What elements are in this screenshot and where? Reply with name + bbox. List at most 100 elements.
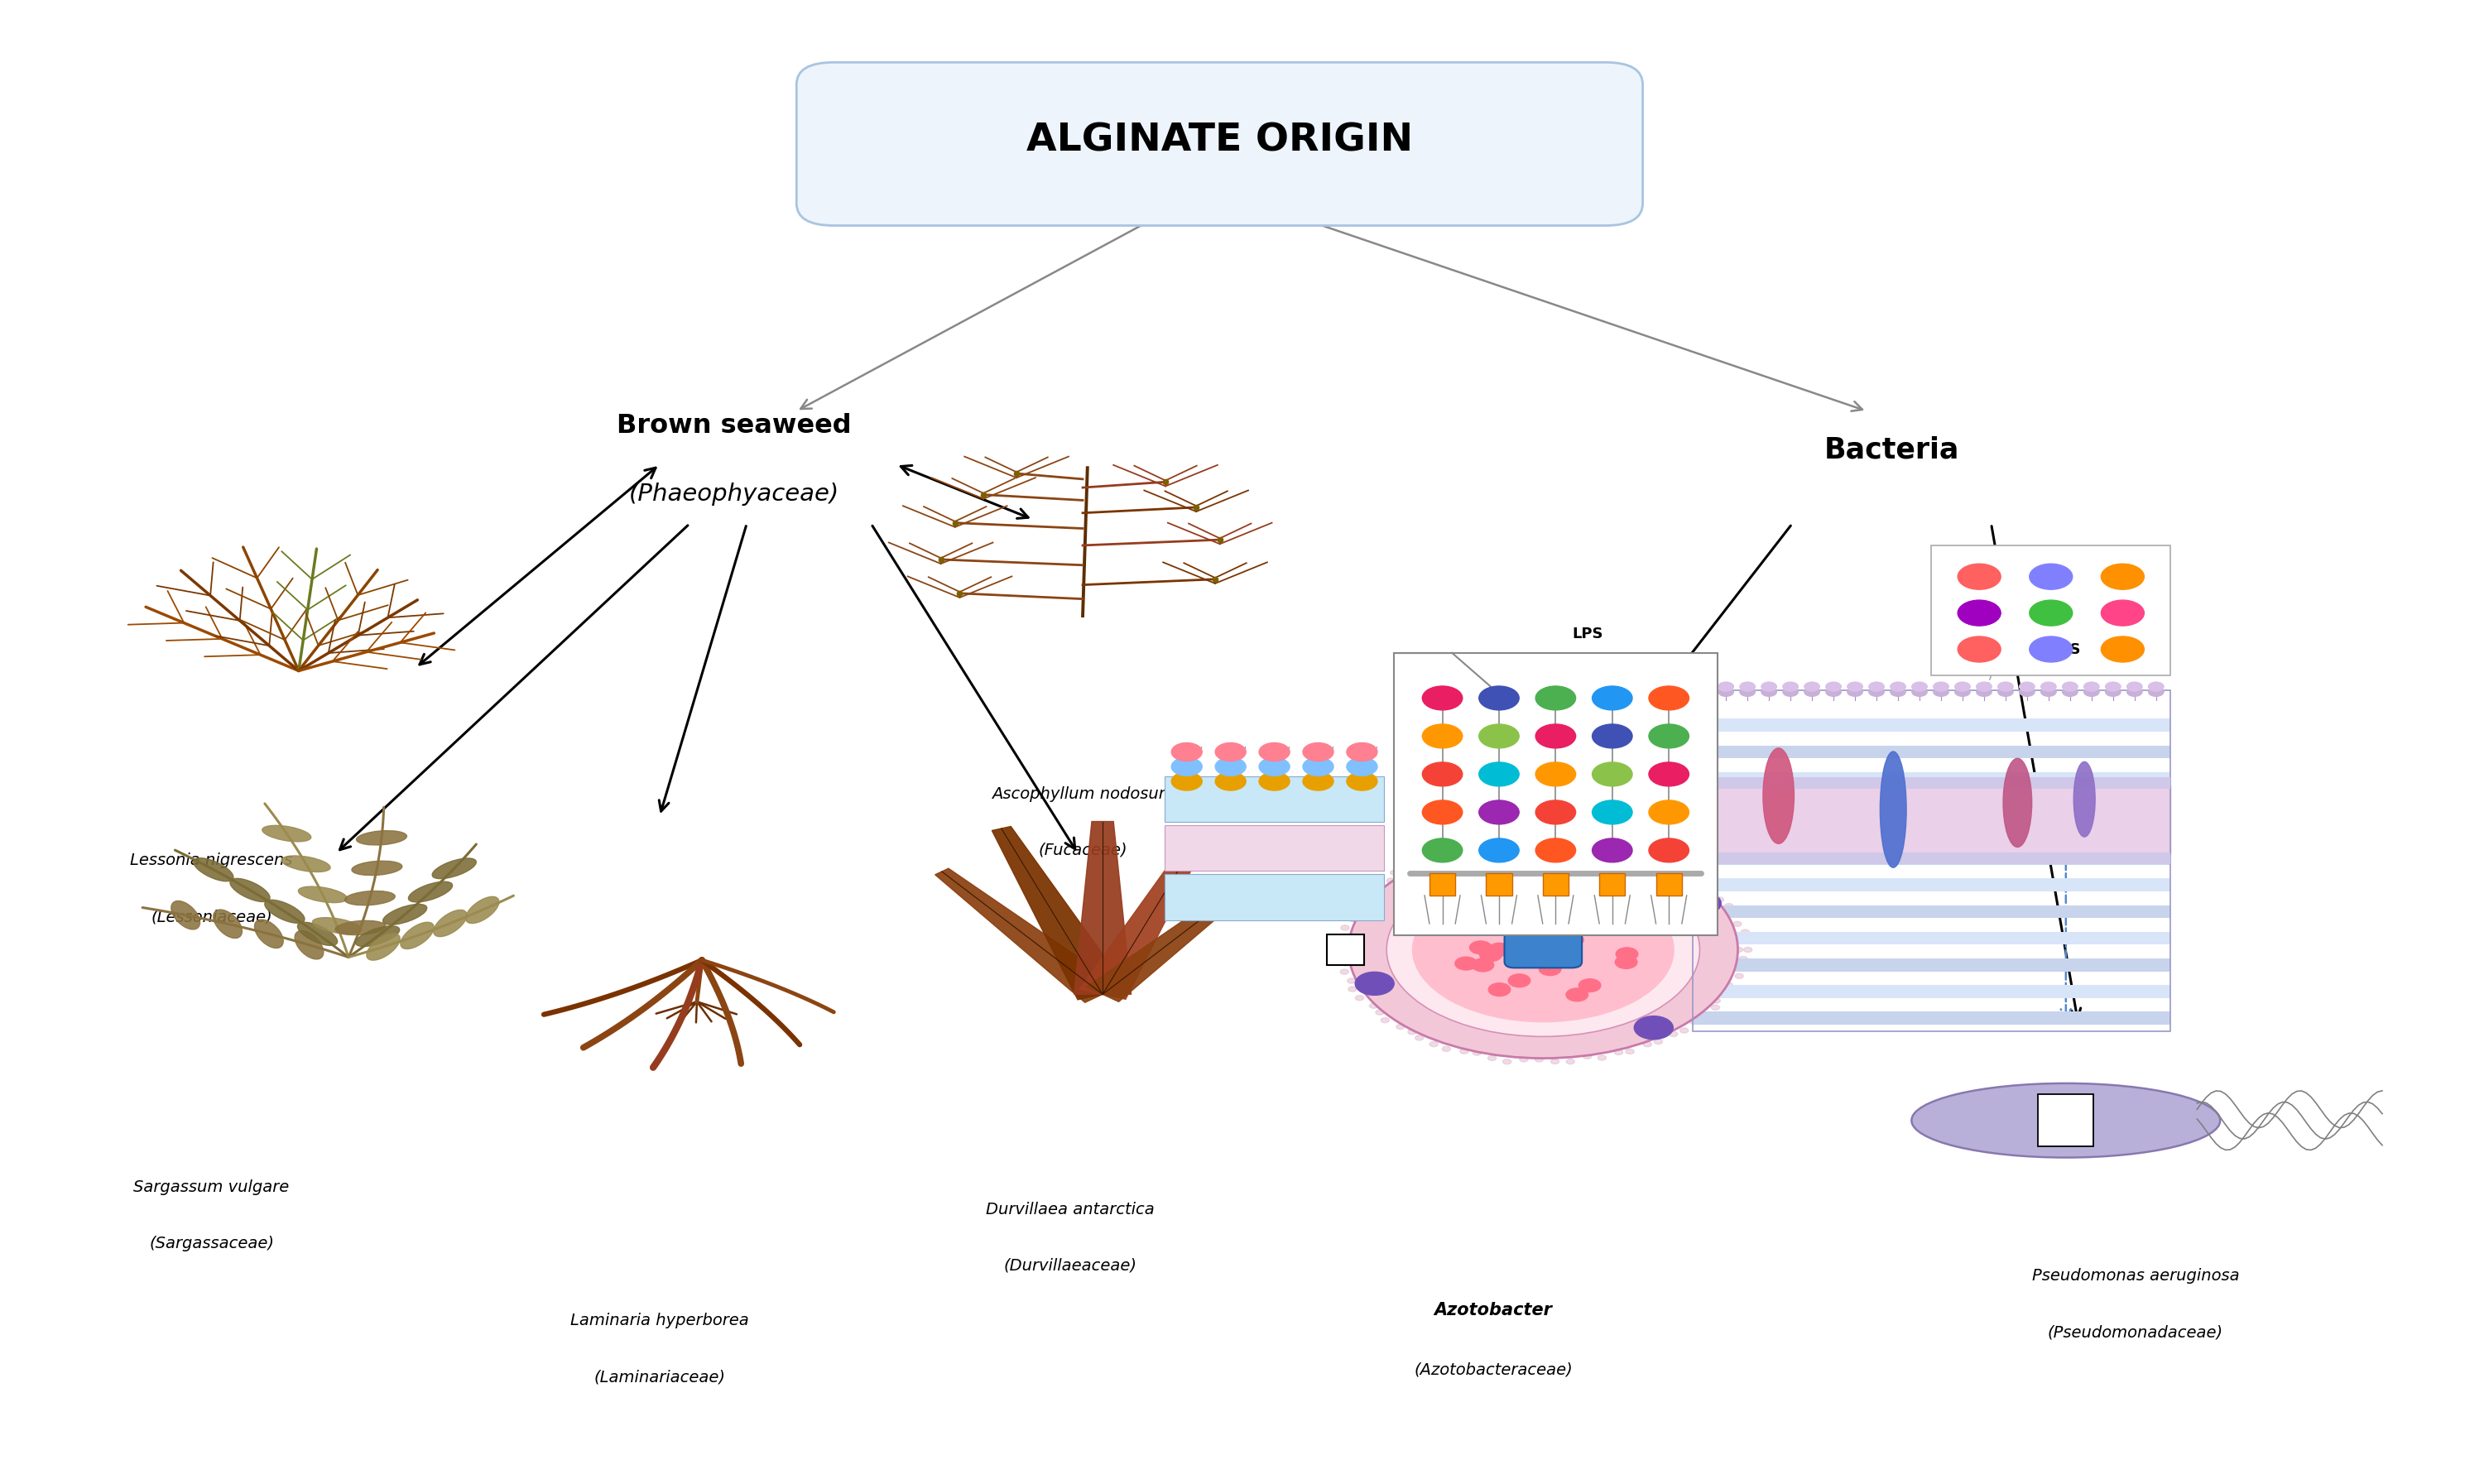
Ellipse shape bbox=[366, 933, 401, 960]
Bar bbox=[1429, 873, 1456, 895]
Ellipse shape bbox=[336, 920, 386, 935]
Text: Brown seaweed: Brown seaweed bbox=[617, 413, 851, 439]
Circle shape bbox=[1302, 743, 1334, 761]
Circle shape bbox=[1357, 996, 1364, 1000]
Circle shape bbox=[1615, 956, 1638, 969]
Circle shape bbox=[1421, 763, 1464, 787]
Circle shape bbox=[1690, 1020, 1697, 1024]
Circle shape bbox=[1536, 763, 1576, 787]
Circle shape bbox=[1727, 913, 1735, 917]
Circle shape bbox=[2041, 687, 2056, 696]
Circle shape bbox=[1782, 683, 1797, 692]
Circle shape bbox=[1503, 837, 1511, 841]
Circle shape bbox=[2083, 687, 2098, 696]
Circle shape bbox=[1640, 850, 1650, 855]
Circle shape bbox=[1421, 838, 1464, 862]
Circle shape bbox=[1488, 1055, 1496, 1061]
Circle shape bbox=[1342, 951, 1352, 957]
Text: Durvillaea antarctica: Durvillaea antarctica bbox=[986, 1202, 1155, 1217]
FancyBboxPatch shape bbox=[1693, 905, 2170, 919]
FancyBboxPatch shape bbox=[1693, 825, 2170, 838]
Ellipse shape bbox=[1349, 841, 1737, 1058]
Circle shape bbox=[1444, 849, 1451, 855]
Circle shape bbox=[2101, 637, 2143, 662]
Circle shape bbox=[1732, 922, 1742, 926]
Circle shape bbox=[1568, 838, 1576, 843]
Circle shape bbox=[1302, 772, 1334, 791]
Circle shape bbox=[1578, 979, 1600, 991]
Circle shape bbox=[1593, 838, 1633, 862]
Circle shape bbox=[2063, 683, 2078, 692]
Ellipse shape bbox=[172, 901, 199, 929]
Circle shape bbox=[2128, 683, 2143, 692]
Circle shape bbox=[1259, 757, 1289, 776]
Circle shape bbox=[1347, 743, 1376, 761]
Circle shape bbox=[1441, 1046, 1451, 1052]
Ellipse shape bbox=[343, 890, 396, 905]
Circle shape bbox=[1536, 837, 1543, 841]
Circle shape bbox=[1369, 1003, 1379, 1008]
Circle shape bbox=[1717, 683, 1735, 692]
Ellipse shape bbox=[383, 904, 428, 925]
Circle shape bbox=[1954, 687, 1971, 696]
Circle shape bbox=[2029, 600, 2073, 626]
Circle shape bbox=[1889, 687, 1907, 696]
Polygon shape bbox=[993, 827, 1128, 1000]
Text: (Lessoniaceae): (Lessoniaceae) bbox=[152, 910, 271, 925]
Circle shape bbox=[1396, 1024, 1404, 1030]
Circle shape bbox=[1431, 856, 1439, 861]
Ellipse shape bbox=[281, 856, 331, 873]
Circle shape bbox=[1536, 724, 1576, 748]
Circle shape bbox=[1683, 892, 1720, 916]
FancyBboxPatch shape bbox=[1693, 718, 2170, 732]
Circle shape bbox=[1347, 978, 1357, 984]
Circle shape bbox=[1740, 929, 1750, 935]
Circle shape bbox=[1344, 933, 1354, 939]
Circle shape bbox=[1349, 908, 1357, 914]
Circle shape bbox=[1508, 974, 1531, 987]
Circle shape bbox=[1536, 838, 1576, 862]
Ellipse shape bbox=[401, 922, 433, 948]
Circle shape bbox=[1469, 941, 1491, 954]
Circle shape bbox=[1934, 687, 1949, 696]
Circle shape bbox=[2106, 687, 2121, 696]
Ellipse shape bbox=[214, 910, 241, 938]
Circle shape bbox=[1954, 683, 1971, 692]
Circle shape bbox=[1625, 1049, 1635, 1054]
Circle shape bbox=[1762, 683, 1777, 692]
Circle shape bbox=[1473, 1051, 1481, 1055]
Circle shape bbox=[1172, 757, 1202, 776]
Circle shape bbox=[1551, 837, 1561, 841]
Circle shape bbox=[1349, 987, 1357, 991]
Circle shape bbox=[1827, 687, 1842, 696]
Circle shape bbox=[1999, 683, 2014, 692]
Circle shape bbox=[1615, 948, 1638, 960]
Ellipse shape bbox=[1411, 877, 1675, 1022]
Circle shape bbox=[1342, 960, 1349, 966]
FancyBboxPatch shape bbox=[1165, 874, 1384, 920]
Circle shape bbox=[1648, 763, 1690, 787]
Circle shape bbox=[2019, 683, 2034, 692]
Circle shape bbox=[2063, 687, 2078, 696]
Circle shape bbox=[1259, 772, 1289, 791]
Ellipse shape bbox=[356, 831, 406, 844]
Circle shape bbox=[1449, 849, 1486, 871]
Text: Lessonia nigrescens: Lessonia nigrescens bbox=[129, 853, 294, 868]
Circle shape bbox=[1342, 925, 1349, 930]
Circle shape bbox=[1680, 1028, 1688, 1033]
Circle shape bbox=[1715, 896, 1725, 902]
Ellipse shape bbox=[2004, 758, 2031, 847]
Circle shape bbox=[1478, 686, 1518, 709]
Circle shape bbox=[1740, 687, 1755, 696]
FancyBboxPatch shape bbox=[1693, 879, 2170, 892]
Circle shape bbox=[1717, 687, 1735, 696]
Circle shape bbox=[1421, 724, 1464, 748]
Circle shape bbox=[1361, 890, 1369, 896]
Circle shape bbox=[1506, 951, 1526, 965]
Circle shape bbox=[1503, 1060, 1511, 1064]
Circle shape bbox=[1934, 683, 1949, 692]
Circle shape bbox=[1737, 938, 1745, 944]
Circle shape bbox=[1585, 905, 1608, 919]
Circle shape bbox=[1172, 743, 1202, 761]
Ellipse shape bbox=[194, 858, 234, 881]
